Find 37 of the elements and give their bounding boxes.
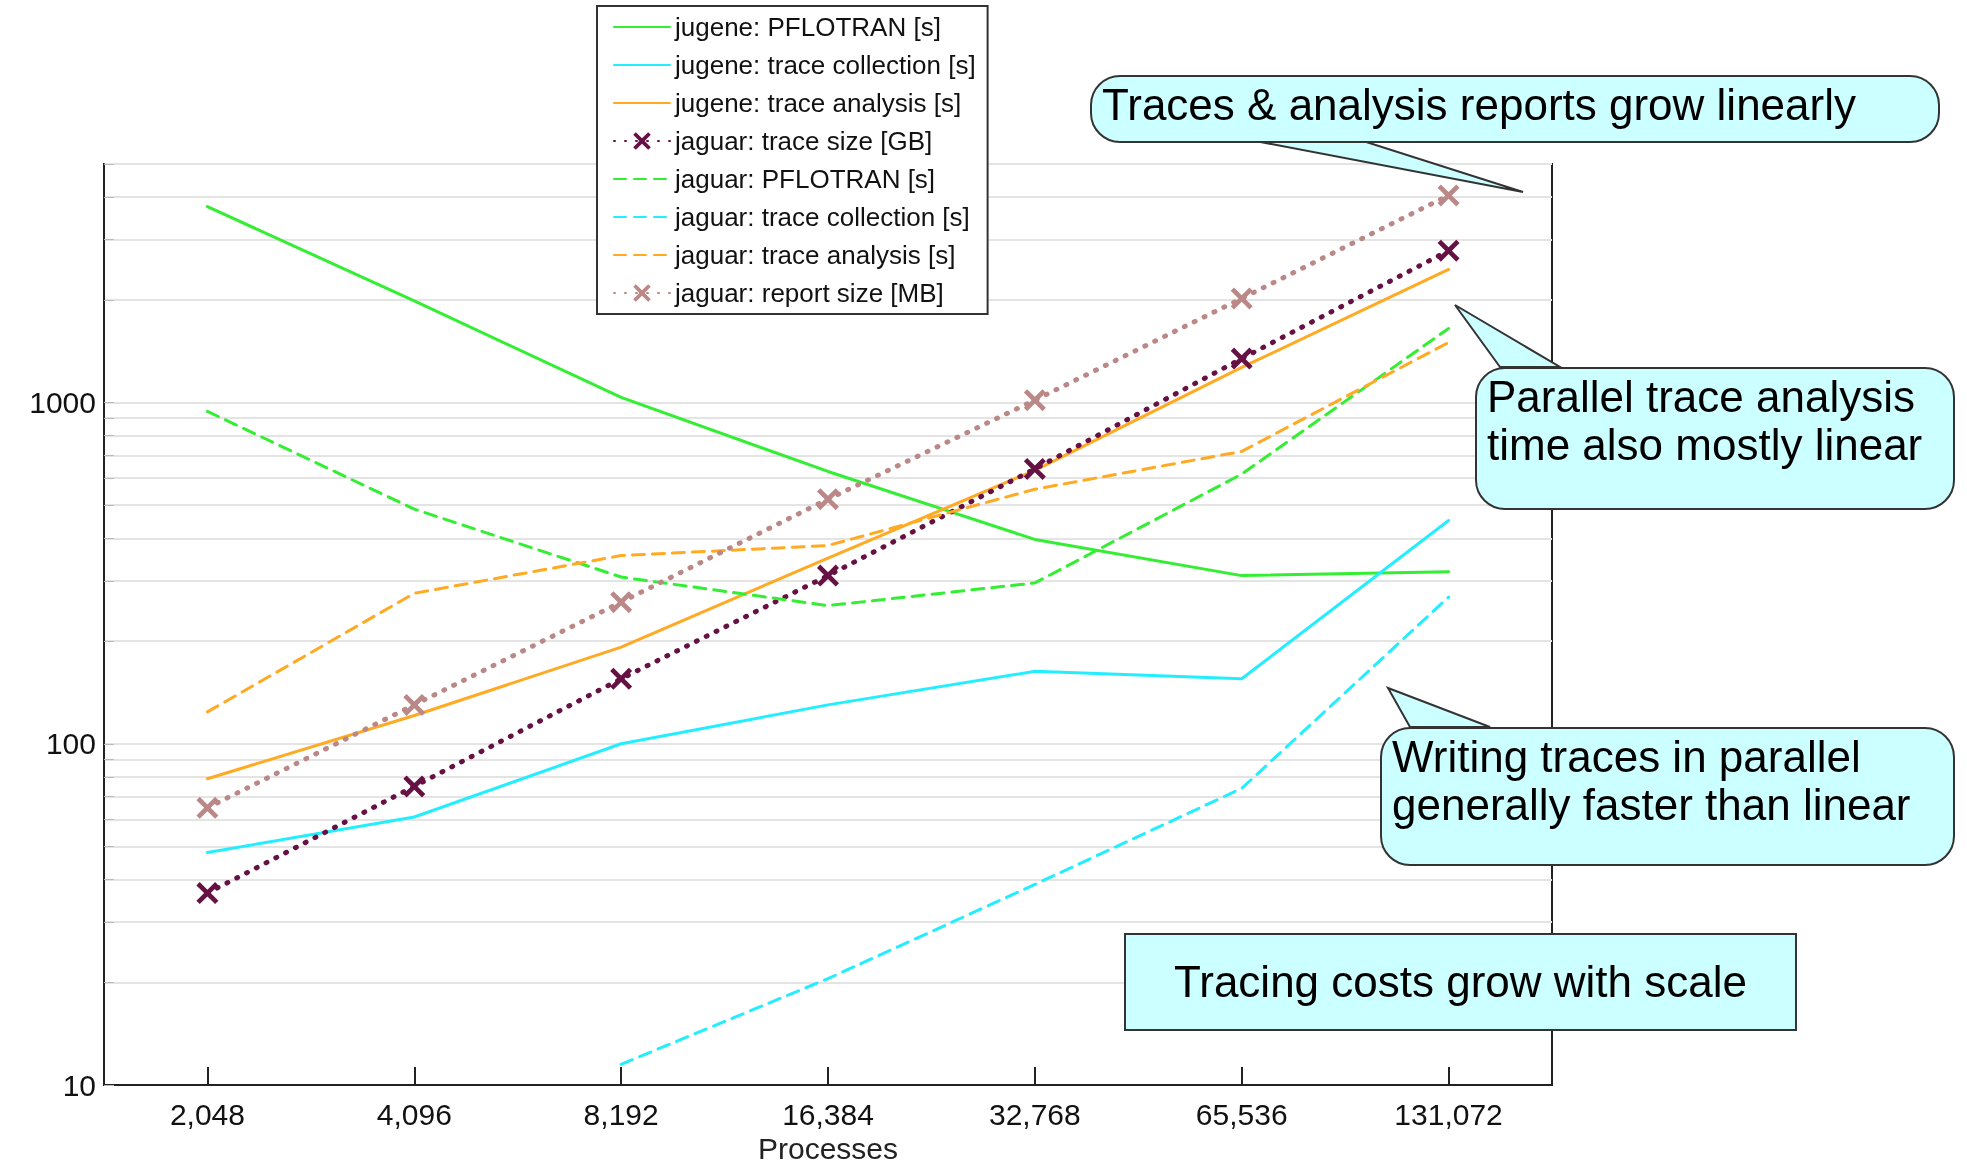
y-tick-label: 10 xyxy=(62,1068,96,1102)
point xyxy=(1023,389,1046,412)
legend-label: jugene: trace collection [s] xyxy=(674,50,976,80)
point xyxy=(610,667,633,690)
point xyxy=(403,693,426,716)
legend-label: jaguar: trace analysis [s] xyxy=(674,240,956,270)
point xyxy=(1437,239,1460,262)
x-tick-label: 8,192 xyxy=(583,1097,659,1131)
x-tick-label: 4,096 xyxy=(376,1097,452,1131)
x-tick-label: 32,768 xyxy=(988,1097,1081,1131)
y-tick-label: 100 xyxy=(45,727,96,761)
point xyxy=(403,775,426,798)
x-tick-label: 131,072 xyxy=(1394,1097,1503,1131)
x-tick-label: 2,048 xyxy=(169,1097,245,1131)
legend-label: jugene: PFLOTRAN [s] xyxy=(674,12,941,42)
x-axis-title: Processes xyxy=(757,1132,899,1166)
legend-label: jaguar: trace size [GB] xyxy=(674,126,933,156)
x-tick-label: 65,536 xyxy=(1195,1097,1288,1131)
legend-label: jaguar: trace collection [s] xyxy=(674,202,970,232)
point xyxy=(610,591,633,614)
point xyxy=(1230,347,1253,370)
point xyxy=(817,488,839,511)
point xyxy=(196,882,219,905)
legend-label: jugene: trace analysis [s] xyxy=(674,88,962,118)
legend-label: jaguar: PFLOTRAN [s] xyxy=(674,164,936,194)
annotation: Tracing costs grow with scale xyxy=(1124,933,1797,1031)
annotation: Writing traces in parallel generally faster than linear xyxy=(1380,727,1955,866)
annotation: Parallel trace analysis time also mostly linear xyxy=(1475,367,1955,510)
point xyxy=(1023,457,1046,480)
point xyxy=(196,796,219,819)
point xyxy=(1437,184,1460,207)
y-tick-label: 1000 xyxy=(29,386,96,420)
text: Traces & analysis reports grow linearly xyxy=(1090,75,1940,143)
x-tick-label: 16,384 xyxy=(782,1097,874,1131)
point xyxy=(1230,287,1253,310)
point xyxy=(817,564,839,587)
legend-label: jaguar: report size [MB] xyxy=(674,278,944,308)
